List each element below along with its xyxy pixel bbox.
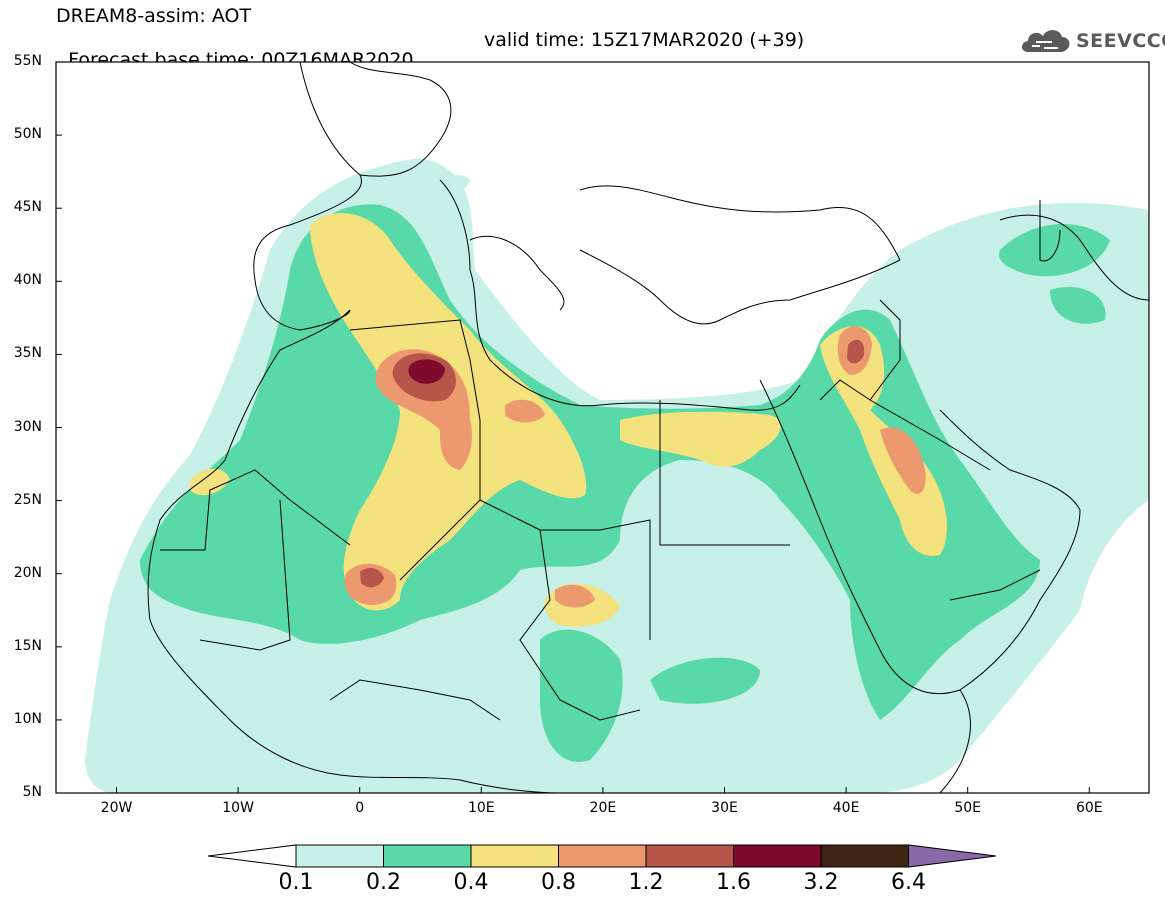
colorbar-label: 6.4 xyxy=(891,870,926,895)
lat-label: 25N xyxy=(13,491,42,508)
colorbar xyxy=(207,844,997,868)
aot-shading xyxy=(85,158,1149,793)
lat-label: 45N xyxy=(13,199,42,216)
colorbar-label: 1.6 xyxy=(716,870,751,895)
coastlines xyxy=(147,62,1149,793)
lat-label: 15N xyxy=(13,637,42,654)
lat-label: 30N xyxy=(13,418,42,435)
lon-label: 40E xyxy=(832,800,860,816)
lat-label: 50N xyxy=(13,126,42,143)
colorbar-segment xyxy=(645,844,734,868)
map-title: DREAM8-assim: AOT xyxy=(56,5,252,27)
colorbar-high-extension xyxy=(908,844,997,868)
colorbar-label: 0.4 xyxy=(453,870,489,895)
colorbar-segment xyxy=(470,844,559,868)
lat-label: 40N xyxy=(13,272,42,289)
lat-label: 35N xyxy=(13,345,42,362)
colorbar-segment xyxy=(558,844,647,868)
lat-label: 20N xyxy=(13,564,42,581)
lon-label: 10E xyxy=(467,800,495,816)
lat-label: 55N xyxy=(13,53,42,69)
lon-label: 20E xyxy=(589,800,617,816)
colorbar-segment xyxy=(733,844,822,868)
valid-time: valid time: 15Z17MAR2020 (+39) xyxy=(484,29,805,51)
cloud-icon xyxy=(1022,30,1070,52)
lat-label: 5N xyxy=(22,784,42,800)
colorbar-segment xyxy=(295,844,384,868)
colorbar-low-extension xyxy=(207,844,297,868)
colorbar-label: 0.8 xyxy=(541,870,576,895)
lat-label: 10N xyxy=(13,710,42,727)
colorbar-label: 0.1 xyxy=(278,870,314,895)
lon-label: 10W xyxy=(222,800,254,816)
lon-label: 50E xyxy=(954,800,982,816)
colorbar-segment xyxy=(820,844,909,868)
colorbar-label: 0.2 xyxy=(366,870,401,895)
colorbar-segment xyxy=(383,844,472,868)
lon-label: 60E xyxy=(1075,800,1103,816)
colorbar-label: 1.2 xyxy=(628,870,664,895)
seevccc-logo: SEEVCCC xyxy=(1018,24,1165,58)
lon-label: 20W xyxy=(100,800,133,816)
colorbar-label: 3.2 xyxy=(803,870,839,895)
longitude-ticks xyxy=(116,787,1090,793)
latitude-ticks xyxy=(56,61,62,794)
lon-label: 0 xyxy=(355,800,365,816)
logo-text: SEEVCCC xyxy=(1076,30,1165,52)
lon-label: 30E xyxy=(711,800,738,816)
